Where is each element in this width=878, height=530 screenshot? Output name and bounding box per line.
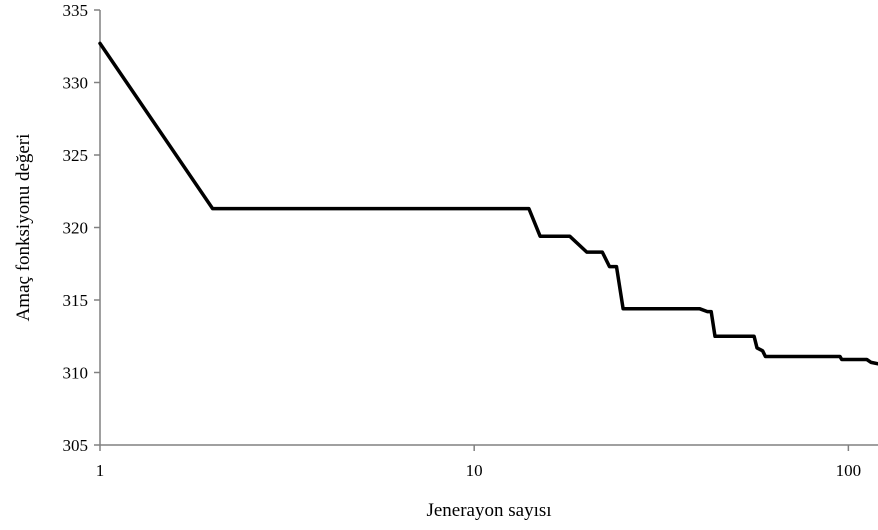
y-axis-title: Amaç fonksiyonu değeri bbox=[13, 134, 34, 322]
y-tick-label: 330 bbox=[63, 74, 89, 93]
y-tick-label: 335 bbox=[63, 1, 89, 20]
x-tick-label: 100 bbox=[836, 461, 862, 480]
x-axis-ticks: 1 10 100 bbox=[96, 445, 861, 480]
y-tick-label: 325 bbox=[63, 146, 89, 165]
y-tick-label: 320 bbox=[63, 219, 89, 238]
y-tick-label: 305 bbox=[63, 436, 89, 455]
x-axis-title: Jenerayon sayısı bbox=[426, 500, 551, 521]
series-line bbox=[98, 41, 878, 366]
y-tick-label: 310 bbox=[63, 364, 89, 383]
x-tick-label: 10 bbox=[466, 461, 483, 480]
y-axis-ticks: 305 310 315 320 325 330 335 bbox=[63, 1, 100, 455]
y-tick-label: 315 bbox=[63, 291, 89, 310]
x-tick-label: 1 bbox=[96, 461, 105, 480]
